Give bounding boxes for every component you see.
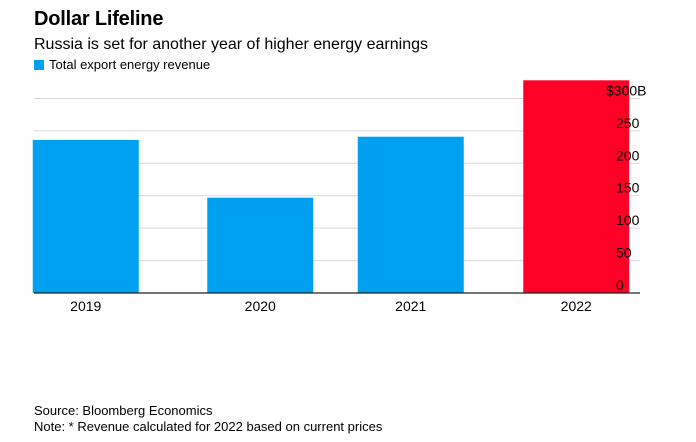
footer: Source: Bloomberg Economics Note: * Reve… bbox=[34, 403, 382, 435]
x-tick-label-2021: 2021 bbox=[395, 298, 426, 314]
y-tick-label-50: 50 bbox=[616, 245, 632, 261]
source-note: Source: Bloomberg Economics bbox=[34, 403, 213, 418]
chart-subtitle: Russia is set for another year of higher… bbox=[34, 36, 428, 53]
x-tick-label-2022: 2022 bbox=[561, 298, 592, 314]
bar-2022 bbox=[523, 80, 630, 293]
y-tick-label-100: 100 bbox=[616, 212, 640, 228]
x-tick-label-2019: 2019 bbox=[70, 298, 101, 314]
legend-swatch bbox=[34, 59, 44, 70]
x-tick-label-2020: 2020 bbox=[245, 298, 276, 314]
legend: Total export energy revenue bbox=[34, 57, 210, 72]
footnote: Note: * Revenue calculated for 2022 base… bbox=[34, 419, 383, 434]
y-tick-label-250: 250 bbox=[616, 115, 640, 131]
legend-label: Total export energy revenue bbox=[49, 57, 211, 72]
bar-2020 bbox=[207, 197, 314, 293]
y-tick-label-300: $300B bbox=[606, 82, 646, 98]
bar-2019 bbox=[32, 139, 139, 293]
y-tick-label-200: 200 bbox=[616, 147, 640, 163]
y-tick-label-150: 150 bbox=[616, 180, 640, 196]
chart-title: Dollar Lifeline bbox=[34, 8, 164, 30]
y-tick-label-0: 0 bbox=[616, 277, 624, 293]
bar-2021 bbox=[357, 136, 464, 293]
